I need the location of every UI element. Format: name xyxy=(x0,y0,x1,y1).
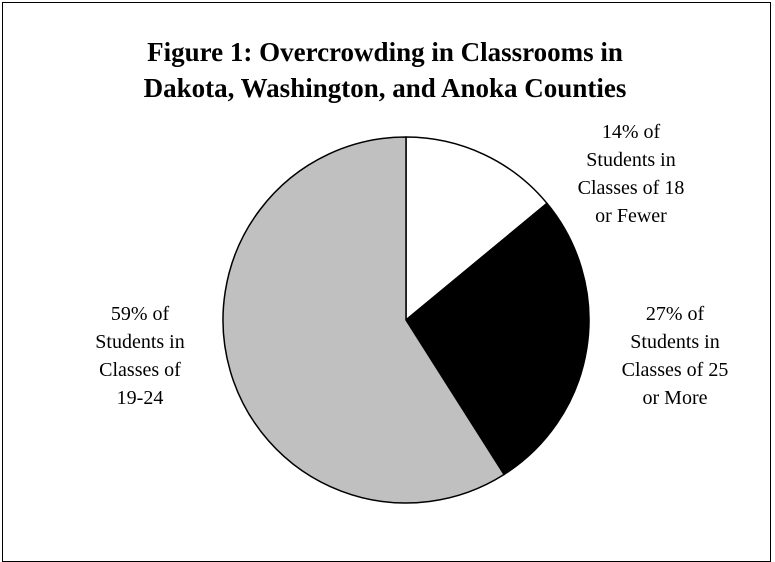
slice-label-25-or-more-line-2: Students in xyxy=(630,331,720,353)
slice-label-19-24-line-2: Students in xyxy=(95,331,185,353)
slice-label-18-or-fewer-line-3: Classes of 18 xyxy=(577,177,685,199)
chart-title-line-2: Dakota, Washington, and Anoka Counties xyxy=(143,73,627,103)
slice-25-or-more xyxy=(405,202,590,476)
slice-label-18-or-fewer-line-2: Students in xyxy=(586,149,676,171)
chart-title: Figure 1: Overcrowding in Classrooms in … xyxy=(0,34,770,106)
chart-title-line-1: Figure 1: Overcrowding in Classrooms in xyxy=(147,37,623,67)
slice-label-19-24-line-1: 59% of xyxy=(110,303,170,325)
slice-label-25-or-more-line-4: or More xyxy=(642,387,708,409)
slice-label-25-or-more-line-3: Classes of 25 xyxy=(621,359,729,381)
slice-18-or-fewer xyxy=(405,136,548,321)
pie-chart xyxy=(222,136,590,504)
slice-label-19-24-line-3: Classes of xyxy=(99,359,181,381)
slice-label-18-or-fewer: 14% of Students in Classes of 18 or Fewe… xyxy=(560,118,702,230)
slice-label-25-or-more-line-1: 27% of xyxy=(645,303,705,325)
pie-slices xyxy=(222,136,590,504)
slice-label-19-24-line-4: 19-24 xyxy=(116,387,164,409)
slice-label-19-24: 59% of Students in Classes of 19-24 xyxy=(80,300,200,412)
slice-label-18-or-fewer-line-1: 14% of xyxy=(601,121,661,143)
slice-label-25-or-more: 27% of Students in Classes of 25 or More xyxy=(604,300,746,412)
slice-19-24 xyxy=(222,136,505,504)
slice-label-18-or-fewer-line-4: or Fewer xyxy=(595,205,667,227)
